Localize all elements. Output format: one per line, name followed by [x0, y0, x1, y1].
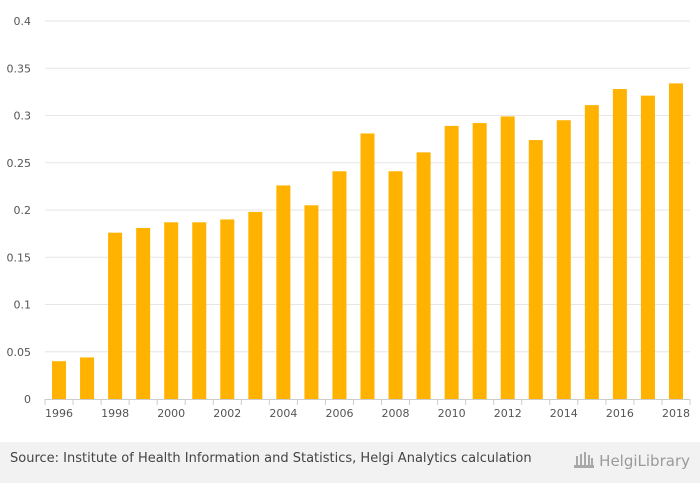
bar[interactable] — [136, 227, 151, 399]
logo-text: HelgiLibrary — [599, 452, 690, 470]
x-tick-label: 1998 — [101, 407, 129, 420]
bar[interactable] — [584, 105, 599, 399]
bar[interactable] — [500, 116, 515, 399]
y-tick-label: 0.35 — [7, 62, 32, 75]
bars — [52, 83, 683, 400]
bar[interactable] — [108, 232, 123, 399]
x-tick-label: 1996 — [45, 407, 73, 420]
bar[interactable] — [164, 222, 179, 399]
x-tick-label: 2008 — [382, 407, 410, 420]
bar[interactable] — [388, 171, 403, 399]
bar[interactable] — [80, 357, 95, 399]
y-tick-label: 0.3 — [14, 110, 32, 123]
bar[interactable] — [444, 125, 459, 400]
x-tick-label: 2014 — [550, 407, 578, 420]
x-tick-label: 2002 — [213, 407, 241, 420]
y-tick-label: 0.2 — [14, 204, 32, 217]
bar[interactable] — [360, 133, 375, 399]
x-tick-label: 2016 — [606, 407, 634, 420]
bar[interactable] — [472, 123, 487, 399]
bar[interactable] — [668, 83, 683, 400]
y-tick-label: 0.15 — [7, 251, 32, 264]
bar[interactable] — [556, 120, 571, 399]
y-tick-label: 0.05 — [7, 346, 32, 359]
x-tick-label: 2010 — [438, 407, 466, 420]
x-tick-label: 2000 — [157, 407, 185, 420]
bar[interactable] — [332, 171, 347, 399]
x-tick-label: 2012 — [494, 407, 522, 420]
bar[interactable] — [612, 89, 627, 399]
bar[interactable] — [416, 152, 431, 399]
bar[interactable] — [528, 140, 543, 399]
bar-chart: 0 0.05 0.1 0.15 0.2 0.25 0.3 0.35 0.4 1996 1998 20… — [7, 15, 691, 420]
bar[interactable] — [220, 219, 235, 399]
bar[interactable] — [192, 222, 207, 399]
x-tick-label: 2018 — [662, 407, 690, 420]
helgi-library-logo[interactable]: HelgiLibrary — [573, 449, 690, 473]
x-axis-ticks: 1996 1998 2000 2002 2004 2006 2008 2010 2012 2014… — [44, 399, 691, 420]
y-tick-label: 0.4 — [14, 15, 32, 28]
source-note: Source: Institute of Health Information … — [10, 451, 532, 466]
bar[interactable] — [304, 205, 319, 399]
bar[interactable] — [276, 185, 291, 399]
library-building-icon — [573, 449, 595, 473]
bar[interactable] — [52, 361, 67, 399]
x-tick-label: 2004 — [269, 407, 297, 420]
y-tick-label: 0.25 — [7, 157, 32, 170]
y-tick-label: 0 — [24, 393, 31, 406]
x-tick-label: 2006 — [325, 407, 353, 420]
y-tick-label: 0.1 — [14, 299, 32, 312]
bar[interactable] — [248, 211, 263, 399]
bar[interactable] — [640, 95, 655, 399]
footer: Source: Institute of Health Information … — [0, 442, 700, 483]
y-axis-ticks: 0 0.05 0.1 0.15 0.2 0.25 0.3 0.35 0.4 — [7, 15, 32, 406]
